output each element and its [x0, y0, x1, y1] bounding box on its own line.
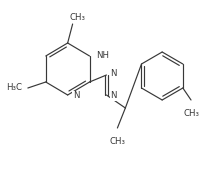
Text: CH₃: CH₃	[182, 109, 198, 118]
Text: CH₃: CH₃	[109, 137, 125, 146]
Text: N: N	[110, 91, 116, 101]
Text: NH: NH	[96, 52, 109, 61]
Text: H₃C: H₃C	[6, 83, 22, 92]
Text: N: N	[72, 91, 79, 101]
Text: CH₃: CH₃	[69, 13, 85, 21]
Text: N: N	[110, 69, 116, 78]
